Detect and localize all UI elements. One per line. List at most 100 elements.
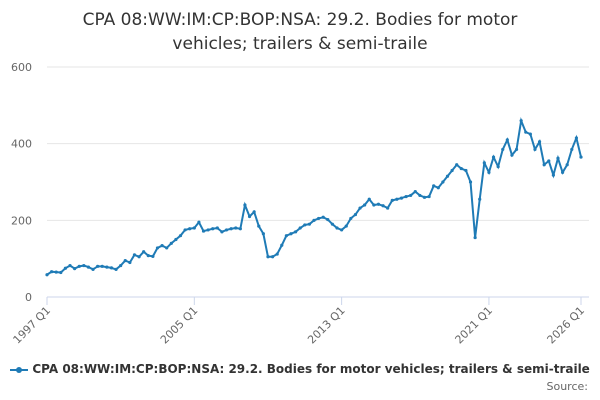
data-point	[270, 255, 275, 259]
legend: CPA 08:WW:IM:CP:BOP:NSA: 29.2. Bodies fo…	[0, 362, 600, 376]
data-point	[160, 244, 164, 248]
data-point	[266, 255, 270, 259]
data-point	[579, 155, 583, 159]
data-point	[436, 186, 440, 190]
data-point	[119, 263, 123, 268]
data-point	[82, 263, 86, 268]
y-tick-label: 200	[11, 214, 32, 227]
data-point	[367, 197, 371, 201]
data-point	[445, 174, 450, 178]
data-point	[54, 270, 58, 274]
data-point	[59, 270, 63, 275]
data-point	[409, 193, 413, 198]
data-point	[257, 224, 261, 228]
data-point	[565, 163, 569, 167]
data-point	[482, 161, 486, 165]
data-point	[188, 227, 192, 231]
data-point	[247, 214, 252, 219]
x-tick-label: 2005 Q1	[158, 304, 201, 347]
data-point	[395, 197, 399, 201]
chart-title: CPA 08:WW:IM:CP:BOP:NSA: 29.2. Bodies fo…	[82, 10, 518, 54]
data-point	[50, 270, 54, 274]
data-point	[68, 263, 72, 268]
data-point	[261, 232, 265, 236]
data-point	[123, 258, 127, 263]
y-tick-label: 0	[25, 291, 32, 304]
data-point	[100, 264, 104, 268]
data-point	[77, 264, 81, 268]
data-point	[358, 206, 362, 210]
data-point	[155, 246, 160, 250]
data-point	[303, 223, 307, 227]
data-point	[496, 165, 500, 169]
data-point	[537, 140, 542, 144]
x-tick-label: 2021 Q1	[453, 304, 496, 347]
data-point	[450, 168, 454, 173]
data-point	[63, 266, 68, 270]
legend-symbol	[10, 366, 29, 373]
x-tick-label: 1997 Q1	[11, 304, 54, 347]
data-point	[551, 173, 555, 177]
data-point	[109, 266, 114, 270]
data-point	[220, 230, 224, 234]
data-point	[197, 220, 201, 224]
data-point	[376, 202, 381, 206]
data-point	[386, 206, 390, 210]
y-tick-label: 400	[11, 138, 32, 151]
chart: 0 200 400 600 1997 Q1 2005 Q1 2013 Q1 2021 Q1 20…	[11, 61, 589, 347]
data-point	[468, 180, 473, 184]
data-point	[142, 250, 146, 254]
data-point	[114, 267, 118, 271]
data-point	[478, 197, 482, 201]
data-point	[372, 203, 376, 207]
data-point	[132, 253, 137, 257]
data-point	[321, 215, 325, 219]
data-point	[238, 227, 242, 231]
data-point	[229, 227, 233, 231]
data-point	[459, 166, 463, 171]
data-point	[487, 170, 491, 175]
data-point	[206, 228, 210, 232]
data-point	[169, 241, 173, 245]
data-point	[344, 224, 348, 228]
data-point	[293, 230, 298, 234]
data-point	[556, 156, 560, 160]
data-point	[399, 196, 404, 200]
data-point	[183, 228, 187, 232]
data-point	[491, 155, 496, 159]
data-point	[335, 226, 339, 230]
data-point	[418, 193, 422, 198]
data-point	[413, 189, 417, 194]
data-point	[289, 232, 293, 236]
data-point	[349, 216, 353, 221]
data-point	[73, 267, 77, 271]
data-point	[137, 255, 141, 259]
data-point	[211, 227, 215, 231]
data-point	[312, 218, 316, 222]
data-point	[275, 252, 279, 256]
data-point	[533, 147, 537, 152]
data-point	[473, 235, 477, 240]
data-point	[432, 184, 436, 188]
data-point	[105, 265, 109, 269]
data-point	[178, 234, 183, 238]
source: Source:	[546, 380, 589, 393]
data-point	[192, 226, 196, 230]
data-point	[455, 163, 459, 167]
data-point	[510, 153, 514, 157]
data-point	[317, 216, 321, 221]
data-point	[215, 226, 219, 230]
data-point	[422, 195, 427, 199]
data-point	[307, 222, 311, 226]
data-point	[224, 228, 229, 232]
data-point	[519, 119, 523, 123]
data-point	[427, 194, 431, 199]
data-point	[501, 147, 505, 152]
data-point	[243, 203, 247, 207]
data-point	[298, 226, 302, 230]
data-point	[201, 229, 206, 233]
data-point	[505, 138, 509, 142]
data-point	[560, 170, 565, 175]
x-tick-label: 2013 Q1	[305, 304, 348, 347]
